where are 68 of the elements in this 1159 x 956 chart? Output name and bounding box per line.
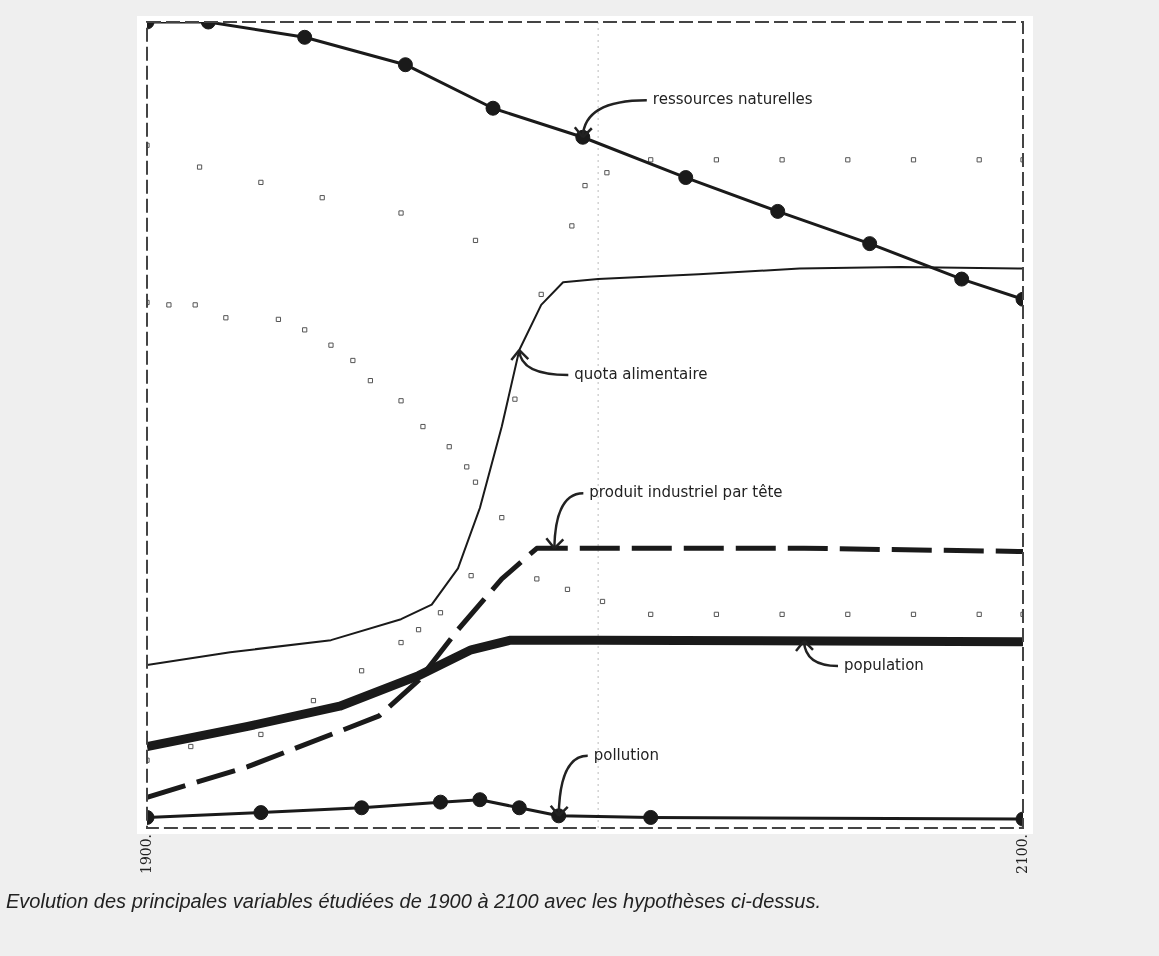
point	[196, 164, 203, 170]
point	[223, 315, 229, 321]
point	[678, 170, 694, 186]
point	[468, 573, 474, 579]
point	[258, 179, 264, 185]
annotation: population	[844, 655, 924, 674]
point	[511, 800, 527, 816]
annotation: pollution	[593, 745, 659, 764]
point	[976, 611, 982, 617]
point	[534, 576, 540, 582]
point	[648, 611, 654, 617]
point	[582, 182, 588, 189]
point	[446, 444, 452, 450]
point	[310, 697, 317, 704]
annotation: ressources naturelles	[652, 90, 813, 109]
point	[910, 157, 917, 163]
point	[192, 302, 198, 308]
point	[976, 157, 982, 163]
point	[398, 210, 404, 216]
x-tick-label: 1900.	[137, 833, 154, 875]
point	[328, 342, 334, 348]
point	[398, 639, 404, 646]
point	[569, 223, 575, 229]
point	[464, 464, 470, 470]
point	[432, 794, 448, 810]
point	[512, 396, 518, 402]
point	[350, 357, 356, 364]
x-tick-label: 2100.	[1013, 833, 1030, 875]
point	[604, 170, 610, 176]
point	[599, 598, 606, 605]
point	[648, 157, 654, 163]
point	[779, 157, 785, 163]
point	[258, 731, 264, 738]
point	[538, 291, 544, 298]
point	[397, 57, 413, 73]
point	[302, 327, 308, 333]
point	[166, 302, 172, 308]
point	[398, 398, 404, 404]
point	[845, 157, 851, 163]
point	[779, 611, 785, 617]
annotation: produit industriel par tête	[589, 483, 783, 502]
annotation: quota alimentaire	[574, 364, 708, 383]
point	[472, 792, 488, 808]
point	[485, 100, 501, 116]
point	[770, 203, 786, 219]
point	[862, 236, 878, 252]
point	[499, 515, 505, 521]
point	[415, 627, 422, 633]
point	[910, 611, 917, 617]
point	[472, 237, 479, 244]
point	[954, 271, 970, 287]
point	[420, 423, 426, 430]
point	[188, 743, 194, 750]
point	[472, 479, 479, 485]
text: Evolution des principales variables étudiées de 1900 à 2100 avec les hypothèses ci-dessus.	[6, 890, 821, 913]
point	[845, 611, 851, 617]
point	[437, 610, 444, 616]
point	[713, 157, 720, 163]
point	[275, 316, 282, 323]
point	[359, 668, 365, 674]
point	[253, 805, 269, 821]
point	[297, 29, 313, 45]
point	[319, 195, 325, 201]
point	[564, 586, 571, 592]
point	[643, 809, 659, 825]
point	[713, 611, 720, 617]
point	[367, 378, 373, 384]
point	[354, 800, 370, 816]
